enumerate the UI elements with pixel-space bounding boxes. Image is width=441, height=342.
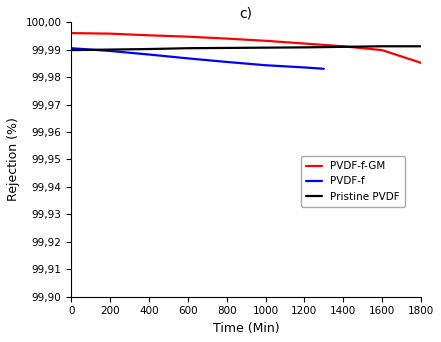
Pristine PVDF bbox=[263, 45, 268, 50]
X-axis label: Time (Min): Time (Min) bbox=[213, 322, 280, 335]
PVDF-f-GM bbox=[302, 41, 307, 45]
Line: Pristine PVDF: Pristine PVDF bbox=[71, 46, 421, 50]
PVDF-f-GM bbox=[185, 35, 191, 39]
PVDF-f bbox=[302, 65, 307, 69]
Pristine PVDF bbox=[146, 47, 152, 51]
Pristine PVDF bbox=[340, 45, 346, 49]
Legend: PVDF-f-GM, PVDF-f, Pristine PVDF: PVDF-f-GM, PVDF-f, Pristine PVDF bbox=[301, 156, 405, 207]
PVDF-f-GM bbox=[379, 48, 385, 52]
PVDF-f bbox=[263, 63, 268, 67]
Pristine PVDF bbox=[379, 44, 385, 48]
PVDF-f-GM bbox=[146, 33, 152, 37]
PVDF-f bbox=[185, 56, 191, 61]
Y-axis label: Rejection (%): Rejection (%) bbox=[7, 118, 20, 201]
PVDF-f-GM bbox=[340, 44, 346, 48]
PVDF-f bbox=[224, 60, 229, 64]
PVDF-f bbox=[108, 49, 113, 53]
Pristine PVDF bbox=[108, 48, 113, 52]
PVDF-f-GM bbox=[418, 61, 423, 65]
PVDF-f bbox=[321, 67, 326, 71]
PVDF-f-GM bbox=[263, 39, 268, 43]
PVDF-f bbox=[146, 52, 152, 56]
Line: PVDF-f: PVDF-f bbox=[71, 48, 324, 69]
PVDF-f-GM bbox=[108, 31, 113, 36]
Pristine PVDF bbox=[302, 45, 307, 50]
PVDF-f-GM bbox=[224, 37, 229, 41]
PVDF-f bbox=[69, 46, 74, 50]
Pristine PVDF bbox=[185, 46, 191, 50]
PVDF-f-GM bbox=[69, 31, 74, 35]
Line: PVDF-f-GM: PVDF-f-GM bbox=[71, 33, 421, 63]
Pristine PVDF bbox=[69, 48, 74, 52]
Title: c): c) bbox=[239, 7, 253, 21]
Pristine PVDF bbox=[418, 44, 423, 48]
Pristine PVDF bbox=[224, 46, 229, 50]
